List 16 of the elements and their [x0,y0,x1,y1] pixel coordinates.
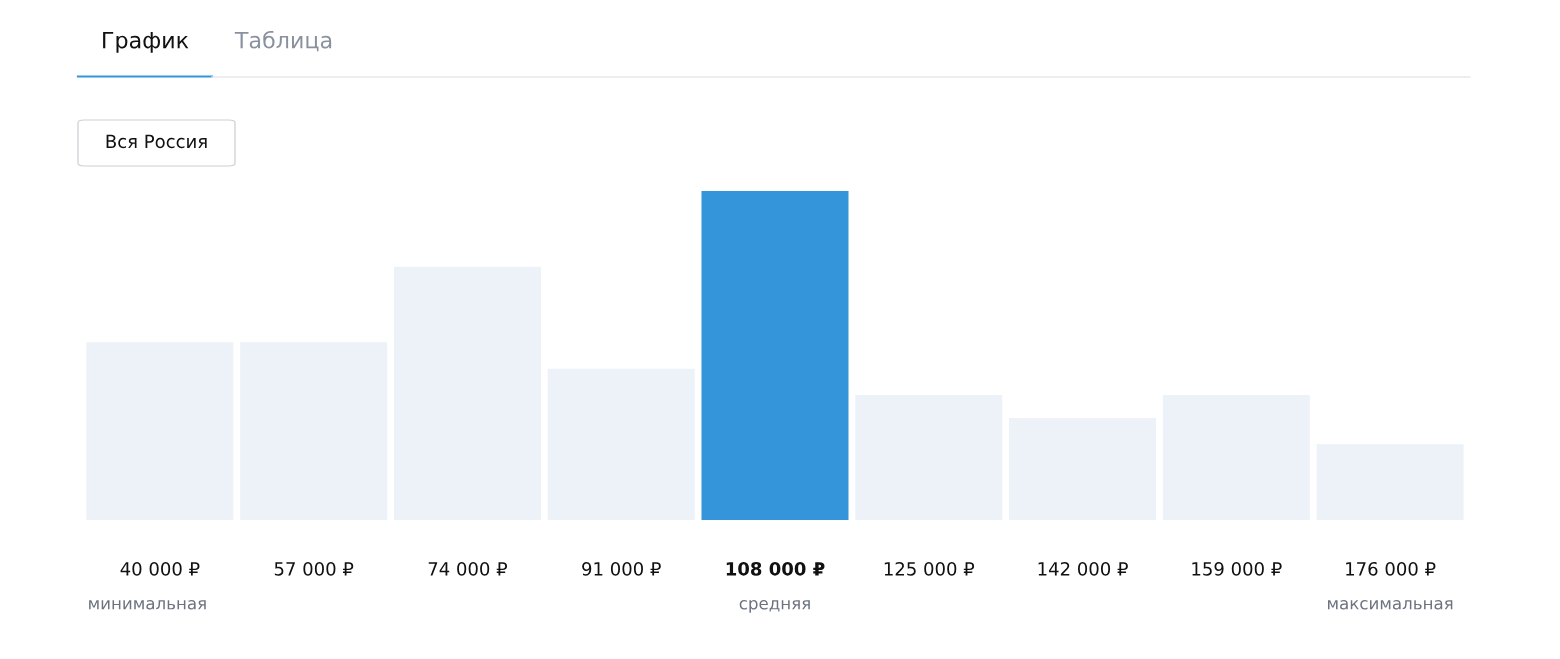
x-tick-label: 74 000 ₽ [428,561,508,576]
x-tick-label: 142 000 ₽ [1038,561,1128,576]
text: максимальная [1328,599,1453,610]
x-tick-label: 108 000 ₽ [726,561,825,576]
x-tick-label: 91 000 ₽ [582,561,661,576]
x-tick-label: 57 000 ₽ [274,561,354,576]
text: минимальная [89,599,206,610]
text: Вся Россия [106,134,207,149]
x-tick-label: 176 000 ₽ [1346,561,1436,576]
text: средняя [739,599,810,613]
text: График [103,31,189,53]
text: Таблица [234,30,332,52]
x-tick-label: 159 000 ₽ [1192,561,1282,576]
x-tick-label: 40 000 ₽ [120,561,200,576]
bar [701,191,849,520]
x-tick-label: 125 000 ₽ [884,561,975,576]
